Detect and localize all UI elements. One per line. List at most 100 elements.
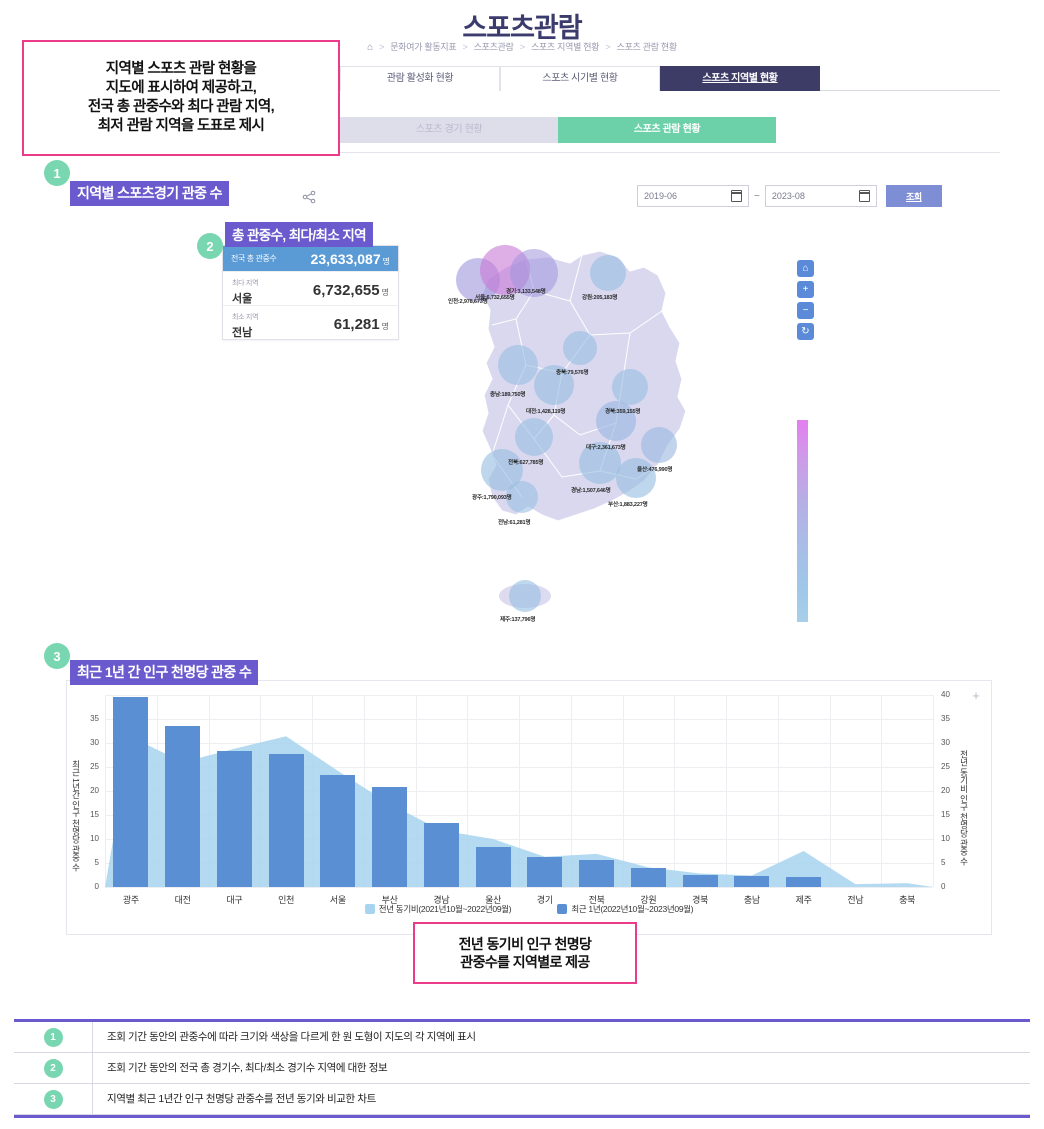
map-bubble[interactable] xyxy=(498,345,538,385)
map-bubble[interactable] xyxy=(590,255,626,291)
legend-swatch-previous xyxy=(364,904,375,914)
map-bubble[interactable] xyxy=(510,249,558,297)
calendar-icon[interactable] xyxy=(858,190,871,202)
chart-bar[interactable] xyxy=(320,774,356,887)
map-bubble[interactable] xyxy=(596,401,636,441)
map-region-label: 광주:1,790,093명 xyxy=(472,495,512,501)
chart-ytick-right: 30 xyxy=(941,738,950,747)
stats-total-row: 전국 총 관중수 23,633,087 명 xyxy=(223,246,398,271)
chart-bar[interactable] xyxy=(527,856,563,887)
footer-row-2: 2 조회 기간 동안의 전국 총 경기수, 최다/최소 경기수 지역에 대한 정… xyxy=(14,1053,1030,1084)
callout-bottom: 전년 동기비 인구 천명당 관중수를 지역별로 제공 xyxy=(413,922,637,984)
map-bubble[interactable] xyxy=(616,458,656,498)
footer-row-3: 3 지역별 최근 1년간 인구 천명당 관중수를 전년 동기와 비교한 차트 xyxy=(14,1084,1030,1115)
main-tab-bar: 관람 활성화 현황 스포츠 시기별 현황 스포츠 지역별 현황 xyxy=(340,66,1000,91)
share-icon[interactable] xyxy=(302,190,316,204)
chart-ytick-left: 30 xyxy=(90,738,99,747)
chart-ytick-right: 10 xyxy=(941,834,950,843)
page-title: 스포츠관람 xyxy=(462,13,582,43)
map-region-label: 울산:476,990명 xyxy=(637,467,673,473)
breadcrumb-item-1[interactable]: 문화여가 활동지표 xyxy=(390,42,457,52)
chart-bar[interactable] xyxy=(786,877,822,887)
footer-rule-top xyxy=(14,1019,1030,1022)
chart-ytick-left: 35 xyxy=(90,714,99,723)
map-bubble[interactable] xyxy=(641,427,677,463)
map-region-label: 인천:2,978,673명 xyxy=(448,299,488,305)
search-button[interactable]: 조회 xyxy=(885,185,942,207)
sub-tab-bar: 스포츠 경기 현황 스포츠 관람 현황 xyxy=(340,117,1000,143)
map-panel xyxy=(66,173,822,635)
date-range-controls: 2019-06 ~ 2023-08 조회 xyxy=(637,185,942,207)
map-region-label: 제주:137,796명 xyxy=(500,617,536,623)
footer-desc-3: 지역별 최근 1년간 인구 천명당 관중수를 전년 동기와 비교한 차트 xyxy=(92,1084,1030,1114)
chart-bar[interactable] xyxy=(734,876,770,887)
chart-ytick-left: 25 xyxy=(90,762,99,771)
chart-bar[interactable] xyxy=(423,823,459,887)
chart-bar[interactable] xyxy=(113,697,149,887)
chart-ytick-left: 20 xyxy=(90,786,99,795)
legend-label-previous: 전년 동기비(2021년10월~2022년09월) xyxy=(378,904,512,914)
callout-top-line-4: 최저 관람 지역을 도표로 제시 xyxy=(97,118,265,135)
chart-bar[interactable] xyxy=(475,847,511,887)
plus-icon[interactable]: + xyxy=(972,687,980,703)
chart-gridline-h xyxy=(105,887,933,888)
legend-item-recent[interactable]: 최근 1년(2022년10월~2023년09월) xyxy=(557,903,694,915)
chart-ytick-left: 10 xyxy=(90,834,99,843)
map-home-icon[interactable]: ⌂ xyxy=(797,260,814,277)
date-from-field[interactable]: 2019-06 xyxy=(637,185,749,207)
map-bubble[interactable] xyxy=(509,580,541,612)
date-to-value: 2023-08 xyxy=(771,191,805,201)
map-bubble[interactable] xyxy=(506,481,538,513)
footer-desc-2: 조회 기간 동안의 전국 총 경기수, 최다/최소 경기수 지역에 대한 정보 xyxy=(92,1053,1030,1083)
chart-bar[interactable] xyxy=(630,868,666,887)
chart-ytick-right: 35 xyxy=(941,714,950,723)
step-marker-1: 1 xyxy=(44,160,70,186)
map-zoom-out-icon[interactable]: − xyxy=(797,302,814,319)
map-bubble[interactable] xyxy=(563,331,597,365)
tab-gwanram-hwalseonghwa[interactable]: 관람 활성화 현황 xyxy=(340,66,500,91)
tab-sports-jiyeokbyeol[interactable]: 스포츠 지역별 현황 xyxy=(660,66,820,91)
map-region-label: 전남:61,281명 xyxy=(498,520,531,526)
subtab-underline xyxy=(340,152,1000,153)
chart-bar[interactable] xyxy=(165,726,201,887)
map-bubble[interactable] xyxy=(579,442,621,484)
chart-ytick-right: 15 xyxy=(941,810,950,819)
callout-bottom-line-2: 관중수를 지역별로 제공 xyxy=(460,954,590,970)
chart-gridline-v xyxy=(674,695,676,887)
map-region-label: 충남:189,750명 xyxy=(490,392,526,398)
map-bubble[interactable] xyxy=(534,365,574,405)
callout-top: 지역별 스포츠 관람 현황을 지도에 표시하여 제공하고, 전국 총 관중수와 … xyxy=(22,40,340,156)
breadcrumb-item-4[interactable]: 스포츠 관람 현황 xyxy=(616,42,678,52)
date-to-field[interactable]: 2023-08 xyxy=(764,185,877,207)
chart-bar[interactable] xyxy=(268,753,304,887)
date-range-separator: ~ xyxy=(754,190,760,202)
callout-top-line-3: 전국 총 관중수와 최다 관람 지역, xyxy=(87,99,275,115)
chart-bar[interactable] xyxy=(682,875,718,887)
map-reset-icon[interactable]: ↻ xyxy=(797,323,814,340)
legend-item-previous[interactable]: 전년 동기비(2021년10월~2022년09월) xyxy=(364,903,512,915)
chart-xtick: 충북 xyxy=(899,895,916,905)
chart-ytick-right: 25 xyxy=(941,762,950,771)
map-controls: ⌂ + − ↻ xyxy=(797,260,814,340)
map-region-label: 대전:1,428,119명 xyxy=(526,409,566,415)
stats-min-row: 최소 지역 전남 61,281 명 xyxy=(223,305,398,339)
map-bubble[interactable] xyxy=(515,418,553,456)
home-icon[interactable]: ⌂ xyxy=(367,42,373,53)
map-region-label: 충북:79,576명 xyxy=(556,370,589,376)
calendar-icon[interactable] xyxy=(730,190,743,202)
subtab-sports-gwanram[interactable]: 스포츠 관람 현황 xyxy=(558,117,776,143)
map-region-label: 경기:3,133,548명 xyxy=(506,289,546,295)
breadcrumb-separator-2: > xyxy=(462,42,468,52)
map-zoom-in-icon[interactable]: + xyxy=(797,281,814,298)
chart-bar[interactable] xyxy=(216,751,252,887)
chart-bar[interactable] xyxy=(372,786,408,887)
breadcrumb-item-3[interactable]: 스포츠 지역별 현황 xyxy=(530,42,600,52)
breadcrumb-item-2[interactable]: 스포츠관람 xyxy=(473,42,514,52)
korea-map[interactable]: 인천:2,978,673명 서울:6,732,655명 경기:3,133,548명 강… xyxy=(430,215,820,633)
chart-bar[interactable] xyxy=(579,859,615,887)
tab-sports-sigibyeol[interactable]: 스포츠 시기별 현황 xyxy=(500,66,660,91)
subtab-sports-gyeonggi[interactable]: 스포츠 경기 현황 xyxy=(340,117,558,143)
map-bubble[interactable] xyxy=(612,369,648,405)
stats-total-value: 23,633,087 명 xyxy=(310,250,390,267)
footer-num-1: 1 xyxy=(14,1027,92,1047)
